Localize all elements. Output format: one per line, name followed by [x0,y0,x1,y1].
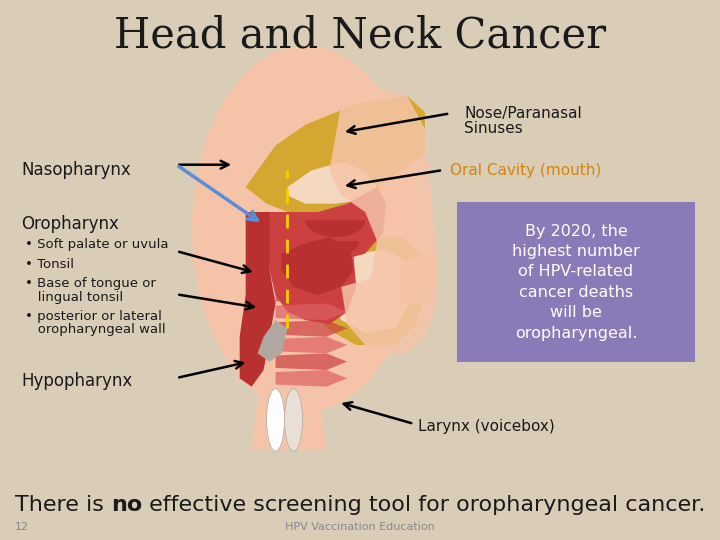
Text: Nasopharynx: Nasopharynx [22,161,131,179]
Polygon shape [246,96,425,212]
Polygon shape [258,320,287,362]
Text: • Base of tongue or: • Base of tongue or [25,277,156,290]
Text: There is: There is [14,495,111,515]
Text: By 2020, the
highest number
of HPV-related
cancer deaths
will be
oropharyngeal.: By 2020, the highest number of HPV-relat… [512,224,640,341]
Polygon shape [333,249,410,333]
Text: • Soft palate or uvula: • Soft palate or uvula [25,238,168,251]
Text: Oropharynx: Oropharynx [22,215,120,233]
Polygon shape [276,353,347,370]
Polygon shape [276,287,347,303]
Polygon shape [266,187,386,262]
Text: 12: 12 [14,522,29,532]
Text: Sinuses: Sinuses [464,121,523,136]
Text: • posterior or lateral: • posterior or lateral [25,310,162,323]
Polygon shape [192,46,419,411]
Polygon shape [240,212,276,387]
Ellipse shape [266,389,284,451]
Polygon shape [276,303,347,320]
Polygon shape [287,162,377,204]
Text: no: no [111,495,142,515]
Polygon shape [311,241,359,255]
Polygon shape [401,254,437,303]
Text: Nose/Paranasal: Nose/Paranasal [464,106,582,121]
Text: Head and Neck Cancer: Head and Neck Cancer [114,14,606,56]
Polygon shape [276,370,347,387]
Polygon shape [276,320,347,337]
Polygon shape [282,237,354,295]
Polygon shape [305,220,365,237]
Polygon shape [266,212,356,324]
Text: • Tonsil: • Tonsil [25,258,74,271]
Text: Hypopharynx: Hypopharynx [22,372,133,390]
Polygon shape [329,87,437,353]
Bar [457,202,695,362]
Ellipse shape [284,389,302,451]
Polygon shape [252,379,326,449]
Polygon shape [276,337,347,353]
Polygon shape [318,237,425,345]
Text: effective screening tool for oropharyngeal cancer.: effective screening tool for oropharynge… [142,495,706,515]
Text: oropharyngeal wall: oropharyngeal wall [25,323,166,336]
Text: HPV Vaccination Education: HPV Vaccination Education [285,522,435,532]
Text: lingual tonsil: lingual tonsil [25,291,123,303]
Text: Oral Cavity (mouth): Oral Cavity (mouth) [450,163,601,178]
Text: Larynx (voicebox): Larynx (voicebox) [418,419,554,434]
